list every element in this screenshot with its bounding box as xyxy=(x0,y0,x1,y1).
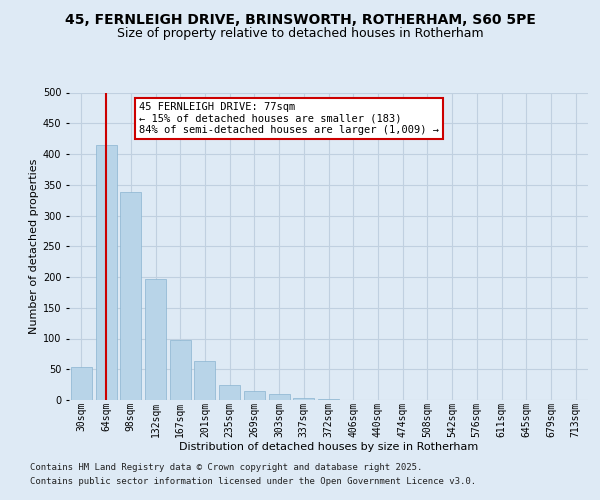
Text: Contains public sector information licensed under the Open Government Licence v3: Contains public sector information licen… xyxy=(30,477,476,486)
Text: 45 FERNLEIGH DRIVE: 77sqm
← 15% of detached houses are smaller (183)
84% of semi: 45 FERNLEIGH DRIVE: 77sqm ← 15% of detac… xyxy=(139,102,439,135)
Bar xyxy=(71,367,92,400)
Bar xyxy=(318,399,339,400)
Bar xyxy=(244,392,265,400)
Bar xyxy=(170,340,191,400)
X-axis label: Distribution of detached houses by size in Rotherham: Distribution of detached houses by size … xyxy=(179,442,478,452)
Text: Size of property relative to detached houses in Rotherham: Size of property relative to detached ho… xyxy=(116,28,484,40)
Bar xyxy=(95,145,116,400)
Bar xyxy=(194,362,215,400)
Bar xyxy=(120,192,141,400)
Text: 45, FERNLEIGH DRIVE, BRINSWORTH, ROTHERHAM, S60 5PE: 45, FERNLEIGH DRIVE, BRINSWORTH, ROTHERH… xyxy=(65,12,535,26)
Bar xyxy=(145,280,166,400)
Y-axis label: Number of detached properties: Number of detached properties xyxy=(29,158,38,334)
Text: Contains HM Land Registry data © Crown copyright and database right 2025.: Contains HM Land Registry data © Crown c… xyxy=(30,464,422,472)
Bar xyxy=(219,384,240,400)
Bar xyxy=(269,394,290,400)
Bar xyxy=(293,398,314,400)
